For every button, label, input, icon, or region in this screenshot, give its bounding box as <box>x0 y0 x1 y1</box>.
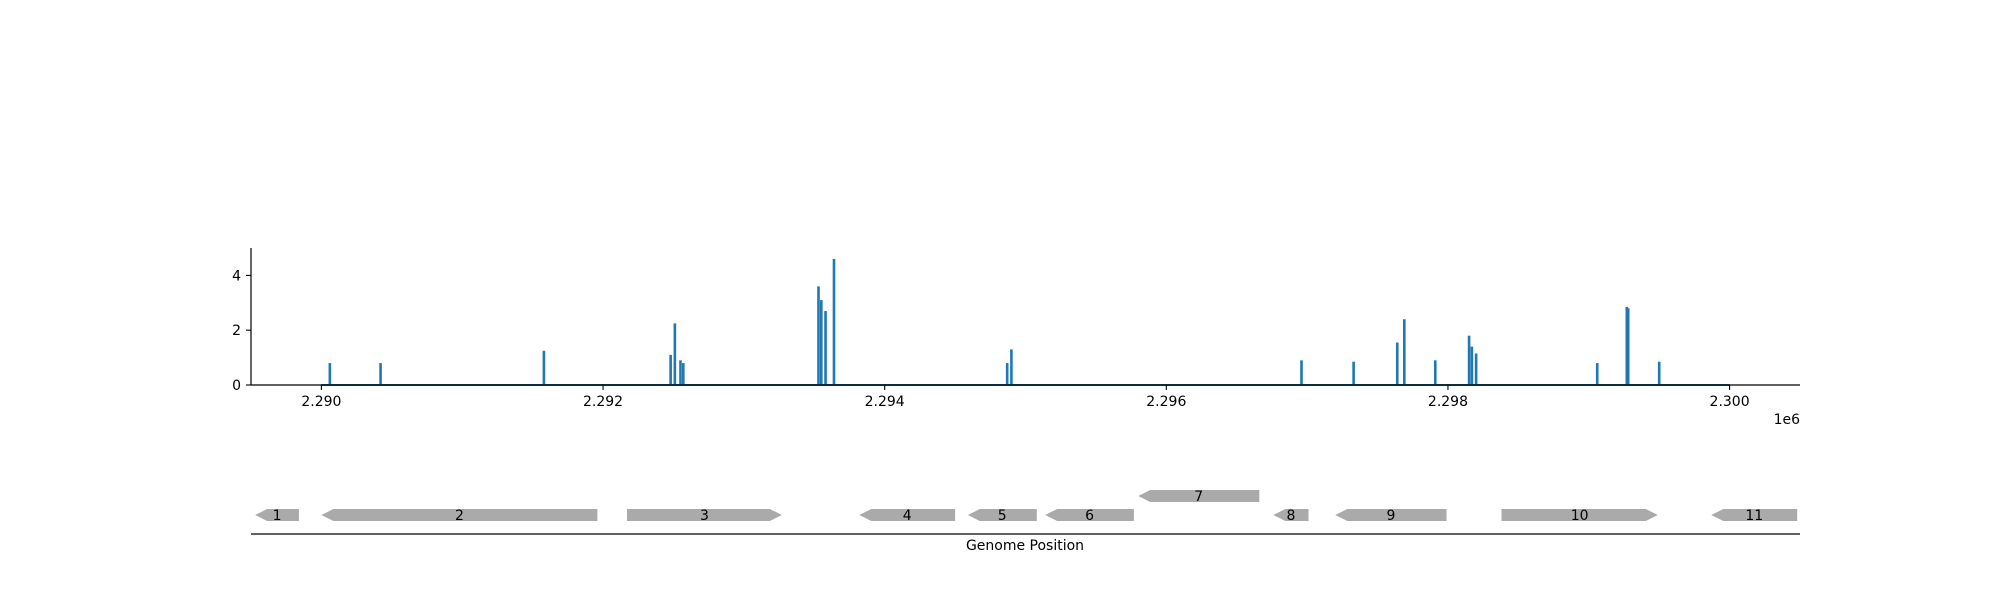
gene-arrow-3 <box>627 509 782 521</box>
x-tick-label-0: 2.290 <box>301 394 341 410</box>
y-tick-label-1: 2 <box>232 323 241 339</box>
y-tick-label-2: 4 <box>232 268 241 284</box>
gene-arrow-5 <box>967 509 1037 521</box>
x-tick-label-4: 2.298 <box>1428 394 1468 410</box>
gene-arrow-7 <box>1138 490 1260 502</box>
x-tick-label-5: 2.300 <box>1710 394 1750 410</box>
coverage-bar-2 <box>542 350 546 385</box>
coverage-bar-4 <box>673 323 677 385</box>
coverage-bar-3 <box>669 354 672 385</box>
gene-label-9: 9 <box>1386 508 1395 524</box>
y-tick-label-0: 0 <box>232 378 241 394</box>
gene-arrow-10 <box>1501 509 1658 521</box>
gene-label-3: 3 <box>700 508 709 524</box>
coverage-bar-1 <box>379 363 382 385</box>
gene-label-8: 8 <box>1286 508 1295 524</box>
coverage-bar-5 <box>679 360 682 385</box>
x-tick-label-1: 2.292 <box>583 394 623 410</box>
coverage-bar-6 <box>682 363 685 385</box>
coverage-bar-0 <box>328 363 332 385</box>
gene-label-2: 2 <box>455 508 464 524</box>
gene-label-5: 5 <box>998 508 1007 524</box>
coverage-bar-24 <box>1657 361 1661 385</box>
y-axis-ticks: 0 2 4 <box>232 268 251 394</box>
gene-arrow-2 <box>321 509 598 521</box>
gene-arrow-8 <box>1273 509 1309 521</box>
x-axis-ticks: 2.290 2.292 2.294 2.296 2.298 2.300 <box>301 385 1750 410</box>
gene-map: 1 2 3 4 5 6 7 8 9 10 11 Genome Position <box>251 489 1800 554</box>
coverage-bar-9 <box>824 311 827 385</box>
gene-arrow-1 <box>255 509 299 521</box>
coverage-bar-8 <box>820 300 823 385</box>
gene-arrow-4 <box>859 509 956 521</box>
x-tick-label-3: 2.296 <box>1146 394 1186 410</box>
gene-label-4: 4 <box>903 508 912 524</box>
coverage-bar-19 <box>1470 346 1474 385</box>
gene-label-1: 1 <box>273 508 282 524</box>
coverage-bar-12 <box>1010 349 1013 385</box>
gene-map-xlabel: Genome Position <box>966 538 1084 554</box>
coverage-bar-23 <box>1626 308 1630 385</box>
coverage-plot: 2.290 2.292 2.294 2.296 2.298 2.300 0 2 4 1e6 <box>232 248 1800 428</box>
coverage-bar-13 <box>1300 360 1303 385</box>
gene-arrows: 1 2 3 4 5 6 7 8 9 10 11 <box>255 489 1798 524</box>
x-axis-offset-label: 1e6 <box>1774 412 1801 428</box>
coverage-bar-22 <box>1625 306 1629 385</box>
coverage-bar-18 <box>1467 335 1471 385</box>
gene-arrow-11 <box>1711 509 1798 521</box>
coverage-bar-20 <box>1474 353 1478 385</box>
coverage-bar-11 <box>1005 363 1009 385</box>
coverage-bar-17 <box>1433 360 1437 385</box>
gene-arrow-6 <box>1045 509 1134 521</box>
coverage-bar-14 <box>1352 361 1355 385</box>
coverage-bar-10 <box>832 258 836 385</box>
x-tick-label-2: 2.294 <box>865 394 905 410</box>
gene-label-10: 10 <box>1571 508 1589 524</box>
coverage-bar-15 <box>1395 342 1399 385</box>
gene-arrow-9 <box>1335 509 1447 521</box>
coverage-bar-7 <box>817 286 820 385</box>
gene-label-6: 6 <box>1085 508 1094 524</box>
gene-label-7: 7 <box>1194 489 1203 505</box>
coverage-bars <box>328 258 1661 385</box>
gene-label-11: 11 <box>1745 508 1763 524</box>
coverage-bar-16 <box>1403 319 1406 385</box>
coverage-bar-21 <box>1595 363 1599 385</box>
plot-axes <box>250 248 1800 386</box>
